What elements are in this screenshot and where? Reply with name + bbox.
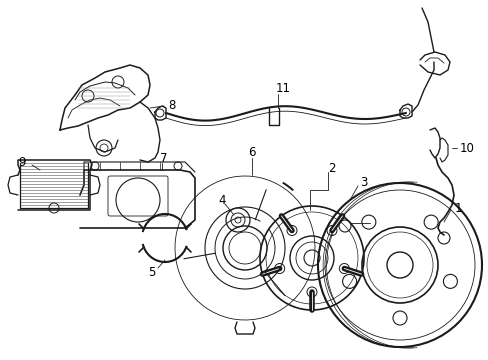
- Text: 8: 8: [168, 99, 175, 112]
- Text: 2: 2: [327, 162, 335, 175]
- Text: 10: 10: [459, 141, 474, 154]
- Text: 5: 5: [148, 266, 155, 279]
- Text: 11: 11: [275, 81, 290, 95]
- Text: 6: 6: [247, 145, 255, 158]
- Text: 9: 9: [18, 156, 25, 168]
- Text: 1: 1: [454, 202, 462, 215]
- Text: 4: 4: [218, 194, 225, 207]
- Text: 3: 3: [359, 176, 366, 189]
- Text: 7: 7: [160, 152, 167, 165]
